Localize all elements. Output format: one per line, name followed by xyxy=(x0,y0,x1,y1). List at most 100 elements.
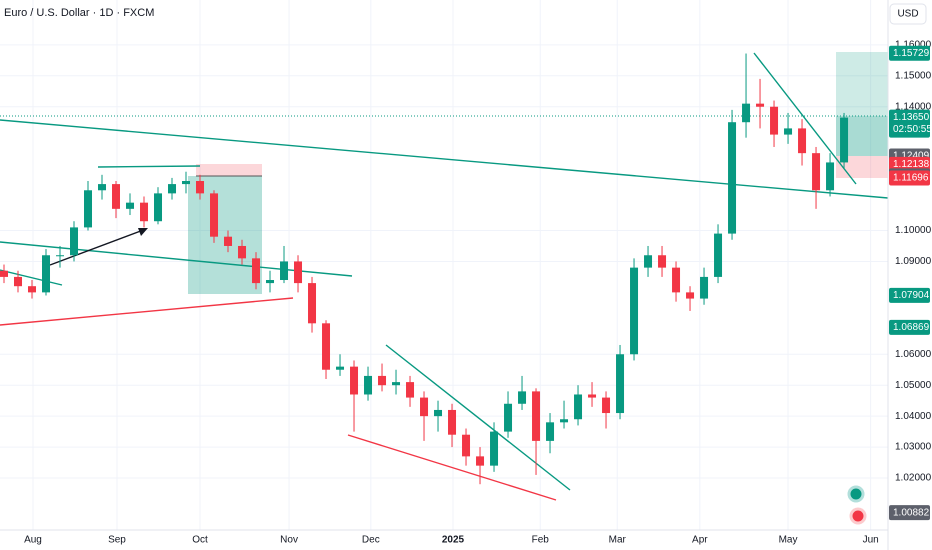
candle-body xyxy=(434,409,443,417)
candle-body xyxy=(350,366,359,395)
price-badge xyxy=(889,319,930,335)
grid xyxy=(0,0,888,530)
candle-body xyxy=(406,382,415,398)
candle-body xyxy=(336,366,345,370)
candle-body xyxy=(686,292,695,299)
event-icon[interactable] xyxy=(847,485,865,503)
candle-body xyxy=(770,106,779,135)
candle-body xyxy=(322,323,331,370)
candle-body xyxy=(476,456,485,466)
candle-body xyxy=(0,270,9,277)
y-tick-label: 1.15000 xyxy=(895,70,932,81)
candle-body xyxy=(378,375,387,386)
trend-line xyxy=(753,52,857,185)
candle-body xyxy=(392,382,401,386)
candle-body xyxy=(546,422,555,441)
arrow-head xyxy=(138,228,148,236)
candle-body xyxy=(266,280,275,284)
candle-body xyxy=(756,103,765,107)
target-zone xyxy=(188,176,262,294)
y-tick-label: 1.14000 xyxy=(895,101,932,112)
candle-body xyxy=(70,227,79,256)
candle-body xyxy=(364,375,373,395)
y-tick-label: 1.16000 xyxy=(895,40,932,51)
y-tick-label: 1.06000 xyxy=(895,349,932,360)
candle-body xyxy=(658,255,667,268)
candle-body xyxy=(196,180,205,194)
candle-body xyxy=(28,286,37,293)
y-tick-label: 1.10000 xyxy=(895,225,932,236)
candle-body xyxy=(84,190,93,228)
candle-body xyxy=(182,180,191,185)
price-badge xyxy=(889,109,930,138)
candle-body xyxy=(812,153,821,191)
x-tick-label: Jun xyxy=(863,535,879,546)
candle-body xyxy=(126,202,135,209)
candle-body xyxy=(308,283,317,324)
candle-body xyxy=(238,245,247,259)
candle-body xyxy=(224,236,233,246)
candle-body xyxy=(420,397,429,417)
price-badge-label: 1.12409 xyxy=(893,151,930,162)
currency-label[interactable]: USD xyxy=(897,9,918,20)
candle-body xyxy=(798,128,807,154)
candle-body xyxy=(154,193,163,222)
y-tick-label: 1.05000 xyxy=(895,380,932,391)
trend-line xyxy=(0,297,294,326)
event-icon[interactable] xyxy=(849,507,867,525)
trend-line xyxy=(0,241,353,277)
x-tick-label: 2025 xyxy=(442,535,465,546)
trend-line xyxy=(97,165,201,168)
arrow xyxy=(49,228,147,266)
trend-line xyxy=(0,269,63,286)
candle-body xyxy=(672,267,681,293)
x-tick-label: Dec xyxy=(362,535,380,546)
x-tick-label: Feb xyxy=(532,535,550,546)
trend-line xyxy=(347,434,557,501)
candle-body xyxy=(742,103,751,123)
price-badge xyxy=(889,505,930,521)
candle-body xyxy=(616,354,625,414)
candle-body xyxy=(630,267,639,355)
trend-line xyxy=(385,344,571,491)
y-tick-label: 1.09000 xyxy=(895,256,932,267)
candle-body xyxy=(784,128,793,135)
candle-body xyxy=(588,394,597,398)
chart-title: Euro / U.S. Dollar · 1D · FXCM xyxy=(4,7,154,19)
candle-body xyxy=(210,193,219,237)
stop-zone xyxy=(836,156,888,178)
x-tick-label: Nov xyxy=(280,535,298,546)
price-badge-label: 1.11696 xyxy=(893,173,929,184)
x-tick-label: Mar xyxy=(609,535,627,546)
price-badge-label: 1.06869 xyxy=(893,322,930,333)
candle-body xyxy=(14,276,23,287)
candle-body xyxy=(98,184,107,191)
candle-body xyxy=(700,276,709,299)
y-tick-label: 1.02000 xyxy=(895,473,932,484)
y-tick-label: 1.03000 xyxy=(895,442,932,453)
currency-button[interactable] xyxy=(889,3,927,25)
candle-body xyxy=(840,117,849,163)
price-badge-label: 1.12138 xyxy=(893,159,930,170)
candles xyxy=(0,53,849,485)
trend-line xyxy=(0,119,889,199)
candle-body xyxy=(728,122,737,234)
candle-body xyxy=(112,184,121,209)
candle-body xyxy=(602,397,611,414)
candle-body xyxy=(826,162,835,191)
candle-body xyxy=(560,419,569,423)
x-tick-label: Aug xyxy=(24,535,42,546)
axes: 1.16000 1.15000 1.14000 1.10000 1.09000 1.060… xyxy=(24,40,932,546)
price-badge-label: 1.15729 xyxy=(893,48,930,59)
candle-body xyxy=(168,184,177,194)
price-badge-label: 1.07904 xyxy=(893,290,930,301)
y-tick-label: 1.04000 xyxy=(895,411,932,422)
price-badge-label: 1.13650 xyxy=(893,112,930,123)
candle-body xyxy=(532,391,541,441)
stop-zone xyxy=(196,164,262,176)
candle-body xyxy=(42,255,51,293)
candle-body xyxy=(714,233,723,277)
candle-body xyxy=(504,403,513,432)
price-badge xyxy=(889,156,930,172)
